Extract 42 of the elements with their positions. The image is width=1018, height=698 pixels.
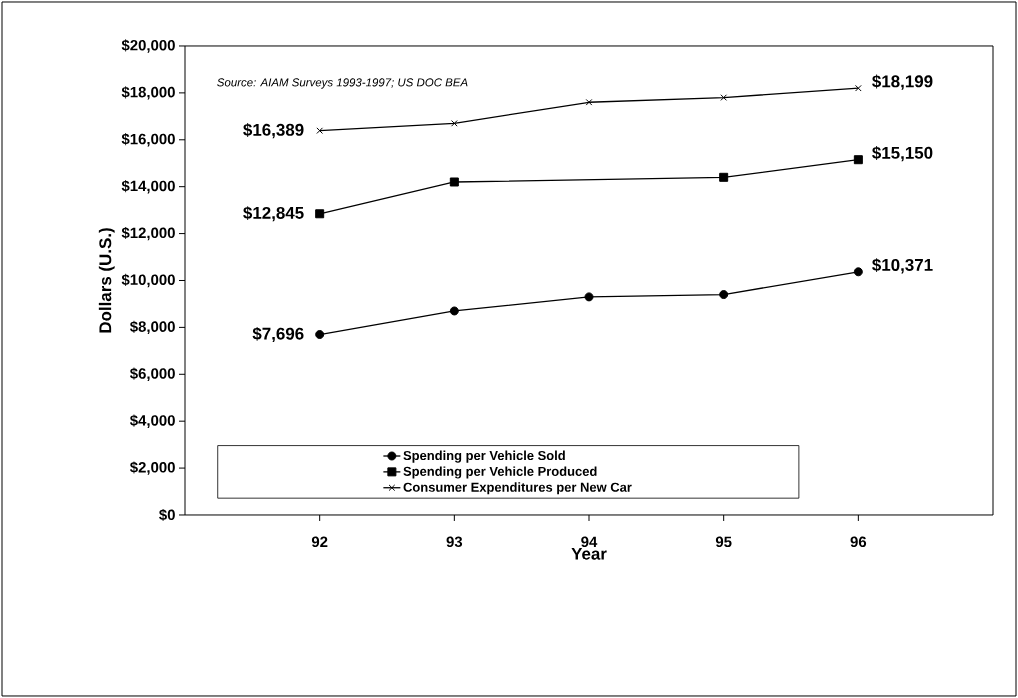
point [584,292,594,302]
point [855,84,862,92]
legend-label: Spending per Vehicle Produced [403,466,597,479]
data-label: $12,845 [243,206,304,222]
point [585,98,593,106]
point [449,306,459,316]
y-tick-label: $14,000 [121,179,175,194]
x-tick-label: 96 [850,536,867,548]
y-tick-label: $8,000 [129,320,175,335]
point [719,290,729,300]
y-tick-label: $18,000 [121,86,175,100]
point [449,177,459,187]
y-tick-label: $6,000 [129,367,175,381]
y-tick-label: $2,000 [129,461,175,475]
y-tick-label: $0 [159,508,175,522]
point [315,209,325,219]
x-tick-label: 92 [311,536,328,548]
point [719,172,729,182]
x-axis-title: Year [571,547,607,560]
legend-label: Consumer Expenditures per New Car [403,482,632,495]
y-tick-label: $16,000 [121,133,175,147]
x-tick-label: 95 [715,536,732,548]
data-label: $16,389 [243,123,304,139]
point [451,120,458,127]
y-axis-title: Dollars (U.S.) [98,228,115,333]
annotation: Source: AIAM Surveys 1993-1997; US DOC BEA [217,78,468,89]
y-tick-label: $12,000 [121,226,175,241]
point [853,155,863,165]
x-tick-label: 94 [581,536,598,548]
y-tick-label: $20,000 [121,39,175,53]
x-tick-label: 93 [446,536,463,548]
data-label: $7,696 [252,326,304,343]
point [316,127,323,134]
y-tick-label: $10,000 [121,273,175,288]
point [315,330,325,340]
point [853,267,863,277]
point [720,94,728,101]
data-label: $18,199 [872,74,933,90]
y-tick-label: $4,000 [129,414,175,428]
data-label: $15,150 [872,146,933,162]
data-label: $10,371 [872,258,933,274]
legend-label: Spending per Vehicle Sold [403,450,565,463]
